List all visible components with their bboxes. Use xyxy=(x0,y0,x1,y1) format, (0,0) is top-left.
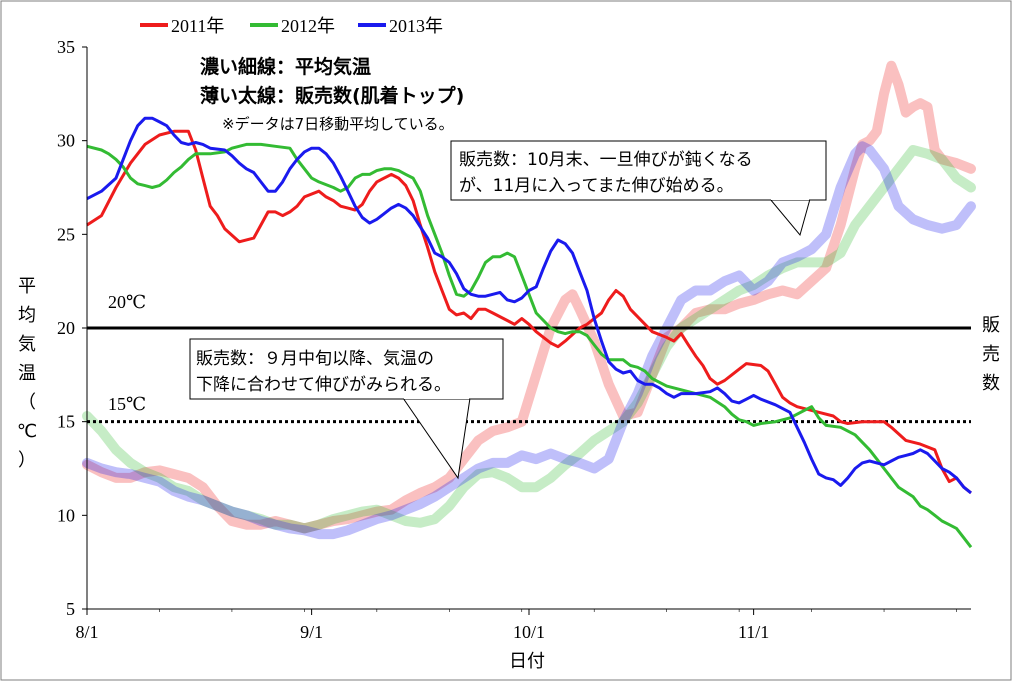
x-tick-label: 9/1 xyxy=(300,622,323,642)
y-axis-title: 平均気温 （ ℃ ） xyxy=(17,276,37,471)
y-axis-title-char: （ xyxy=(18,392,36,413)
y-tick-label: 35 xyxy=(57,37,75,57)
y-axis-title-char: ） xyxy=(18,450,36,471)
reference-lines xyxy=(87,326,971,424)
x-tick-label: 10/1 xyxy=(513,622,545,642)
y-tick-label: 25 xyxy=(57,224,75,244)
secondary-axis-title-char: 数 xyxy=(982,373,1000,394)
sales-lines xyxy=(82,60,976,540)
callout-september: 販売数：９月中旬以降、気温の 下降に合わせて伸びがみられる。 xyxy=(189,338,504,480)
callout-september-line1: 販売数：９月中旬以降、気温の xyxy=(196,349,434,369)
y-tick-label: 15 xyxy=(57,412,75,432)
note-thin-lines: 濃い細線：平均気温 xyxy=(200,55,371,78)
secondary-axis-title-char: 売 xyxy=(982,344,1000,365)
y-tick-label: 30 xyxy=(57,131,75,151)
axes xyxy=(82,46,971,615)
note-moving-average: ※データは7日移動平均している。 xyxy=(222,115,454,133)
legend-label-2012: 2012年 xyxy=(281,16,335,36)
ref-label-15: 15℃ xyxy=(108,394,146,414)
y-tick-label: 5 xyxy=(66,599,75,619)
secondary-axis-title-char: 販 xyxy=(982,315,1000,336)
callout-september-box xyxy=(189,338,504,400)
sales-line-2012 xyxy=(82,145,976,534)
y-axis-title-char: 気 xyxy=(18,334,36,355)
y-axis-title-char: 温 xyxy=(18,363,36,384)
temperature-line-2011 xyxy=(86,129,972,495)
x-tick-label: 8/1 xyxy=(75,622,98,642)
y-tick-label: 20 xyxy=(57,318,75,338)
callout-september-line2: 下降に合わせて伸びがみられる。 xyxy=(196,375,451,395)
y-axis-title-char: ℃ xyxy=(17,421,37,442)
legend: 2011年 2012年 2013年 xyxy=(140,16,443,36)
x-tick-label: 11/1 xyxy=(738,622,769,642)
ref-label-20: 20℃ xyxy=(108,292,146,312)
x-axis-title: 日付 xyxy=(509,651,545,672)
sales-line-2013 xyxy=(82,141,976,540)
temperature-line-2013 xyxy=(86,116,972,495)
y-axis-title-char: 平 xyxy=(18,276,36,297)
sales-line-2011 xyxy=(82,60,976,534)
tick-labels: 5 10 15 20 25 30 35 8/1 9/1 10/1 11/1 xyxy=(57,37,769,642)
y-tick-label: 10 xyxy=(57,505,75,525)
secondary-axis-title: 販売数 xyxy=(982,315,1000,394)
y-axis-title-char: 均 xyxy=(18,305,36,326)
legend-label-2013: 2013年 xyxy=(389,16,443,36)
callout-october: 販売数：10月末、一旦伸びが鈍くなる が、11月に入ってまた伸び始める。 xyxy=(450,140,827,237)
callout-october-line1: 販売数：10月末、一旦伸びが鈍くなる xyxy=(459,150,753,170)
temperature-lines xyxy=(86,116,973,549)
callout-october-line2: が、11月に入ってまた伸び始める。 xyxy=(459,176,734,196)
note-thick-lines: 薄い太線：販売数(肌着トップ) xyxy=(200,84,464,107)
legend-label-2011: 2011年 xyxy=(171,16,224,36)
callout-october-box xyxy=(450,140,827,201)
